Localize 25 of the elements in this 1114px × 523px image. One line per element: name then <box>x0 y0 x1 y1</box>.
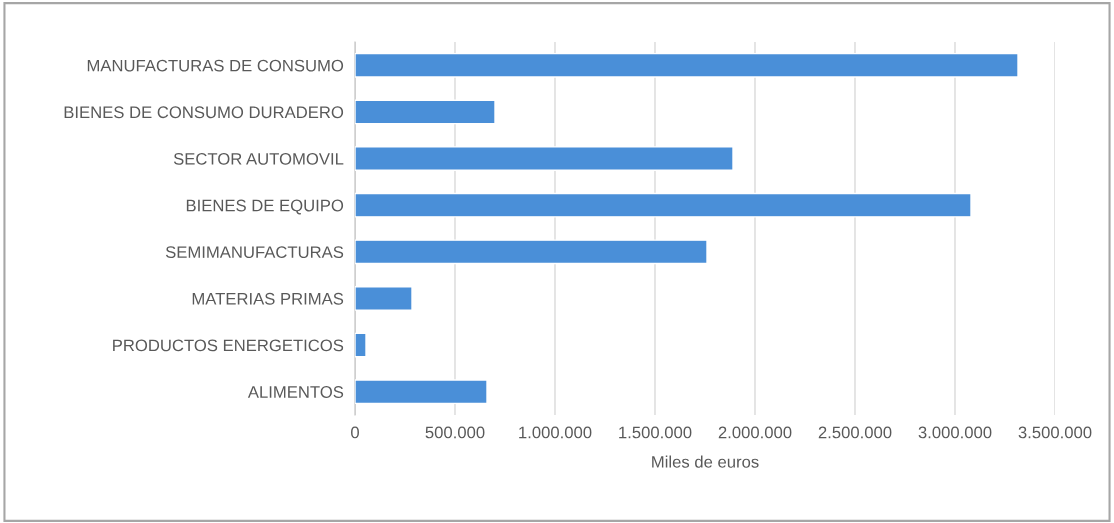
bar <box>355 52 1019 78</box>
bar <box>355 239 708 265</box>
bar <box>355 332 367 358</box>
y-tick-label: BIENES DE CONSUMO DURADERO <box>64 106 344 119</box>
bar <box>355 286 413 311</box>
x-tick-label: 500.000 <box>425 426 485 439</box>
x-tick-label: 3.000.000 <box>918 426 992 439</box>
bar <box>355 379 488 405</box>
bar <box>355 192 972 218</box>
x-tick-label: 0 <box>351 426 359 439</box>
x-axis-title: Miles de euros <box>652 455 759 468</box>
x-tick-label: 3.500.000 <box>1018 426 1092 439</box>
x-tick-label: 2.000.000 <box>718 426 792 439</box>
bar <box>355 99 496 125</box>
x-tick-label: 1.000.000 <box>519 426 592 439</box>
y-tick-label: SECTOR AUTOMOVIL <box>173 152 344 165</box>
y-tick-label: ALIMENTOS <box>247 386 344 398</box>
x-tick-label: 1.500.000 <box>619 426 692 439</box>
x-tick-label: 2.500.000 <box>818 426 892 439</box>
y-tick-label: PRODUCTOS ENERGETICOS <box>113 339 344 352</box>
bar <box>355 146 734 171</box>
y-tick-label: MANUFACTURAS DE CONSUMO <box>87 59 344 72</box>
y-tick-label: SEMIMANUFACTURAS <box>165 246 344 259</box>
y-tick-label: BIENES DE EQUIPO <box>186 199 344 215</box>
y-tick-label: MATERIAS PRIMAS <box>192 292 344 305</box>
